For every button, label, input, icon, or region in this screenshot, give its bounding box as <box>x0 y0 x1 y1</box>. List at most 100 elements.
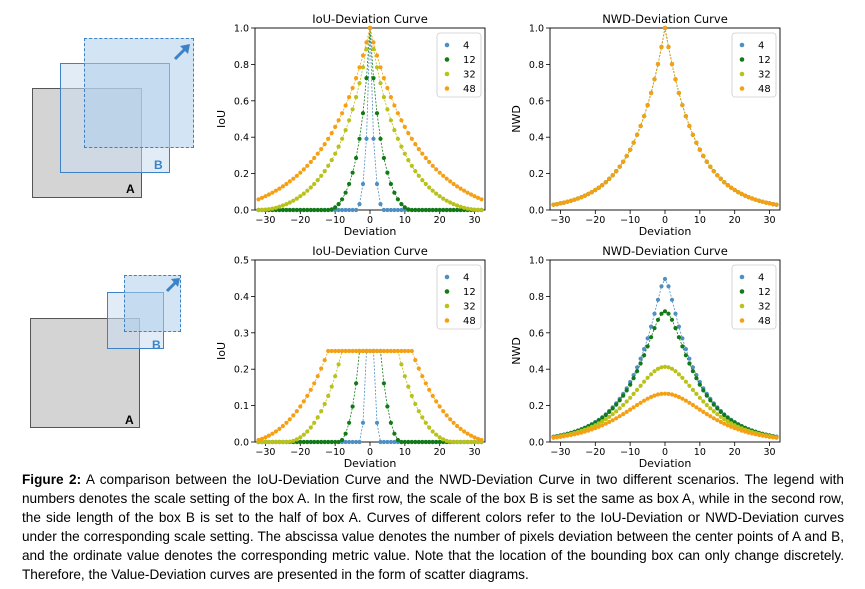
data-point <box>430 439 435 445</box>
data-point <box>273 188 278 193</box>
data-point <box>635 369 640 374</box>
data-point <box>284 420 289 425</box>
data-point <box>385 439 390 445</box>
data-point <box>371 47 376 52</box>
data-point <box>374 348 380 354</box>
data-point <box>305 163 310 168</box>
data-point <box>301 191 306 196</box>
data-point <box>364 136 369 141</box>
data-point <box>711 416 716 421</box>
data-point <box>579 430 584 435</box>
data-point <box>423 207 428 213</box>
data-point <box>729 424 734 429</box>
data-point <box>624 388 629 393</box>
data-point <box>343 190 348 195</box>
y-axis-label: NWD <box>510 105 523 133</box>
data-point <box>392 128 397 133</box>
data-point <box>385 107 390 112</box>
data-point <box>455 207 460 213</box>
data-point <box>322 142 327 147</box>
data-point <box>340 111 345 116</box>
data-point <box>416 409 421 414</box>
data-point <box>326 393 331 398</box>
data-point <box>388 181 393 187</box>
data-point <box>645 396 650 401</box>
data-point <box>287 417 292 422</box>
data-point <box>374 53 380 58</box>
legend-label: 4 <box>463 273 469 284</box>
x-tick-label: −10 <box>620 215 640 226</box>
data-point <box>628 407 633 412</box>
legend-label: 32 <box>758 70 771 81</box>
data-point <box>287 439 292 444</box>
data-point <box>725 415 730 420</box>
data-point <box>572 432 577 437</box>
data-point <box>423 381 428 386</box>
data-point <box>701 409 706 414</box>
data-point <box>642 379 647 384</box>
data-point <box>413 439 418 445</box>
data-point <box>291 176 296 181</box>
data-point <box>291 198 296 203</box>
data-point <box>399 348 404 354</box>
data-point <box>561 200 566 205</box>
data-point <box>360 111 366 116</box>
data-point <box>669 297 675 302</box>
data-point <box>322 439 327 445</box>
data-point <box>736 427 741 432</box>
data-point <box>427 185 432 190</box>
data-point <box>294 207 299 213</box>
data-point <box>694 405 699 410</box>
data-point <box>399 439 404 445</box>
data-point <box>715 406 720 411</box>
legend-label: 4 <box>463 41 469 52</box>
data-point <box>441 173 446 178</box>
legend-label: 32 <box>463 302 476 313</box>
chart-nwd-row1: NWD-Deviation Curve −30 −20 −10 0 10 20 30 0.0 0.… <box>505 8 795 240</box>
series-48 <box>256 25 484 202</box>
data-point <box>385 170 390 175</box>
data-point <box>697 147 702 152</box>
data-point <box>687 361 692 366</box>
data-point <box>340 136 345 141</box>
data-point <box>413 358 418 363</box>
data-point <box>441 196 446 201</box>
data-point <box>715 412 720 417</box>
data-point <box>718 176 723 181</box>
data-point <box>381 439 386 445</box>
data-point <box>270 190 275 195</box>
data-point <box>458 439 463 445</box>
data-point <box>690 387 695 392</box>
series-48 <box>551 391 779 440</box>
data-point <box>294 173 299 178</box>
x-tick-label: −30 <box>255 447 275 458</box>
data-point <box>333 205 338 210</box>
data-point <box>659 391 664 396</box>
data-point <box>683 379 688 384</box>
data-point <box>326 136 331 141</box>
data-point <box>568 198 573 203</box>
data-point <box>343 103 348 108</box>
data-point <box>649 394 654 400</box>
data-point <box>399 144 404 149</box>
data-point <box>354 95 359 100</box>
data-point <box>462 439 467 445</box>
data-point <box>413 169 418 174</box>
data-point <box>277 186 282 191</box>
legend-marker <box>739 303 745 309</box>
data-point <box>308 185 313 190</box>
data-point <box>301 167 306 172</box>
data-point <box>614 402 619 407</box>
y-tick-label: 1.0 <box>529 256 544 267</box>
data-point <box>732 187 737 193</box>
data-point <box>315 439 320 445</box>
data-point <box>690 369 695 374</box>
data-point <box>347 439 352 445</box>
data-point <box>350 439 355 445</box>
data-point <box>322 207 327 213</box>
legend-label: 48 <box>758 84 771 95</box>
data-point <box>455 203 460 208</box>
x-tick-label: 10 <box>399 215 411 226</box>
legend-marker <box>739 289 745 294</box>
data-point <box>722 421 727 426</box>
